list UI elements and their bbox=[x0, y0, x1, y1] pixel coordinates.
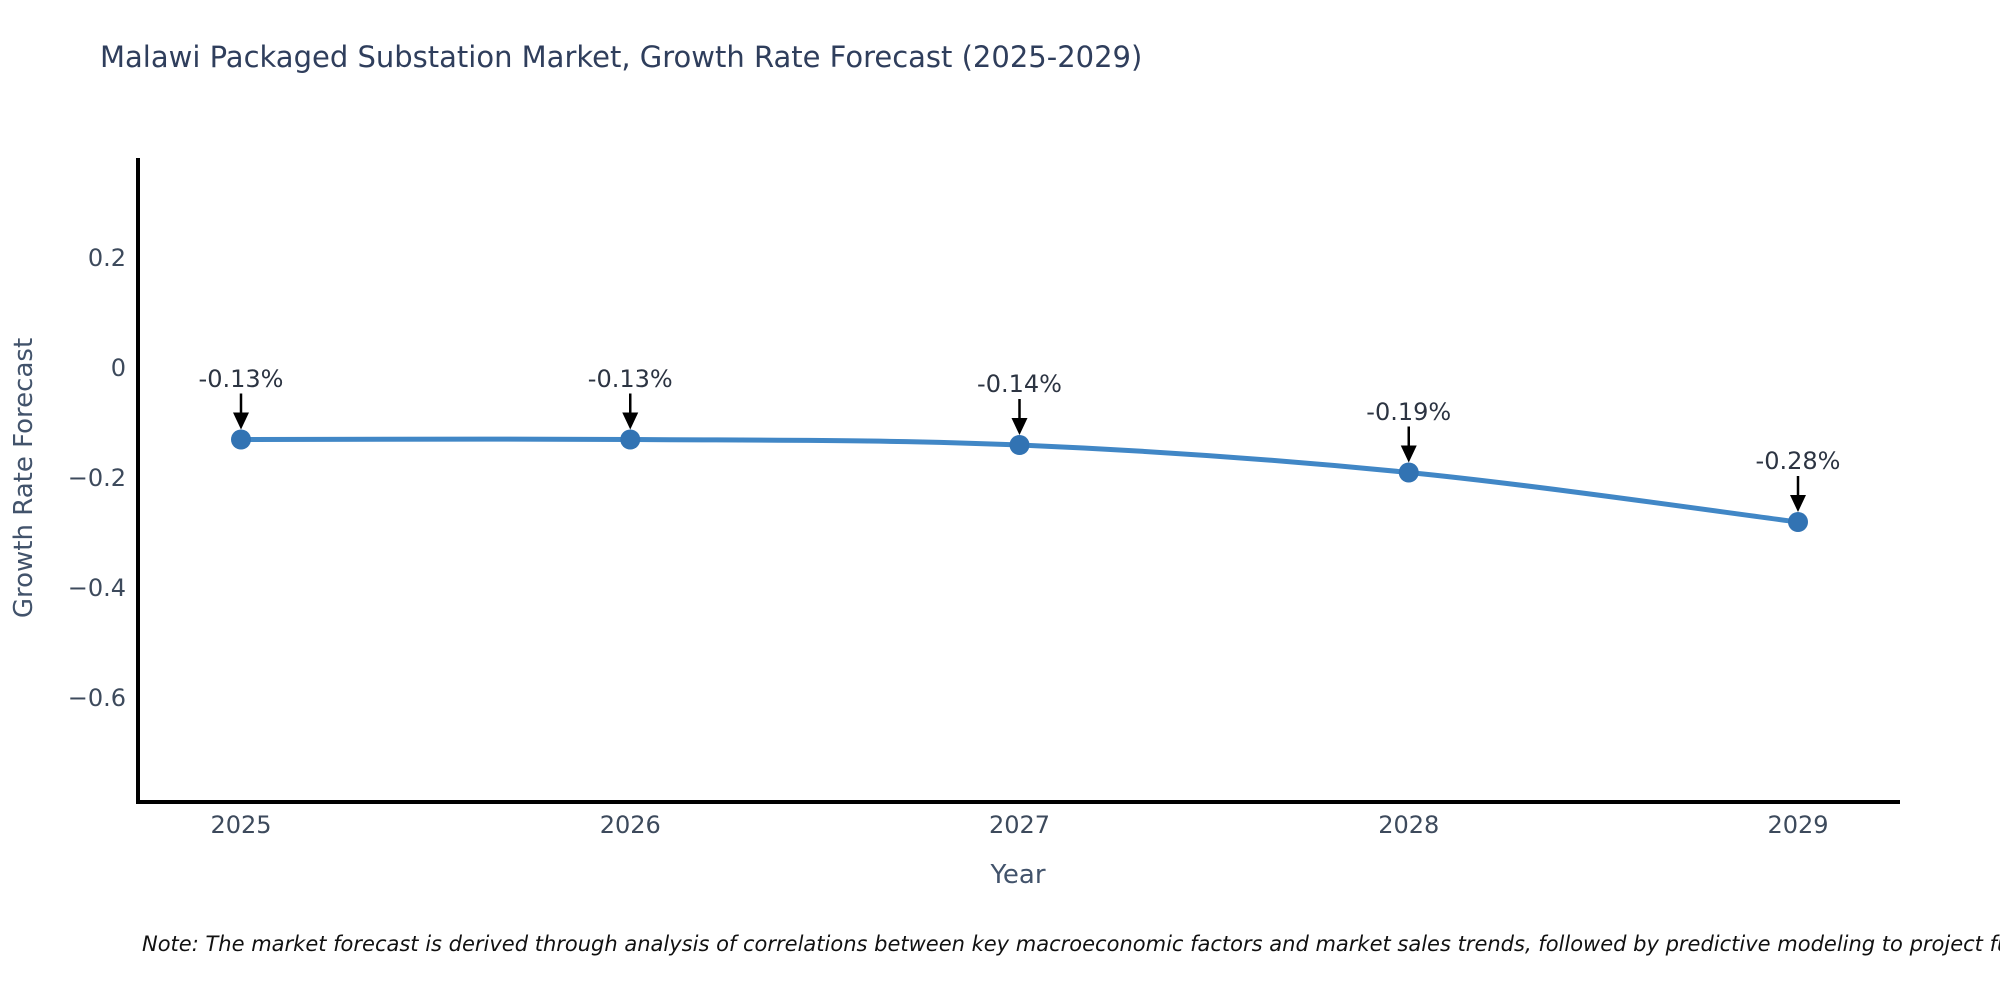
annotation-arrow-head bbox=[1790, 495, 1806, 512]
annotation-arrow-head bbox=[622, 412, 639, 430]
y-tick-label: −0.4 bbox=[67, 574, 126, 602]
y-tick-label: −0.2 bbox=[67, 464, 126, 492]
annotation-arrow-head bbox=[1011, 418, 1028, 435]
point-annotation: -0.13% bbox=[198, 364, 284, 393]
x-axis-title: Year bbox=[990, 860, 1046, 890]
y-tick-label: 0.2 bbox=[87, 244, 126, 272]
x-tick-label: 2028 bbox=[1378, 811, 1440, 839]
x-tick-label: 2029 bbox=[1767, 811, 1829, 839]
point-annotation: -0.14% bbox=[977, 370, 1062, 398]
y-tick-label: −0.6 bbox=[67, 684, 126, 712]
point-annotation: -0.28% bbox=[1755, 447, 1841, 475]
chart-title: Malawi Packaged Substation Market, Growt… bbox=[100, 40, 1143, 74]
point-annotation: -0.13% bbox=[587, 364, 673, 393]
x-tick-label: 2027 bbox=[988, 811, 1051, 839]
annotation-arrow-head bbox=[1400, 445, 1417, 463]
data-point-marker bbox=[231, 429, 251, 450]
footnote: Note: The market forecast is derived thr… bbox=[142, 932, 2000, 956]
annotation-arrow-head bbox=[233, 412, 249, 430]
x-tick-label: 2026 bbox=[599, 811, 661, 839]
data-point-marker bbox=[1398, 462, 1419, 483]
y-tick-label: 0 bbox=[110, 354, 126, 382]
data-point-marker bbox=[1009, 435, 1030, 455]
data-point-marker bbox=[620, 429, 641, 450]
x-tick-label: 2025 bbox=[210, 811, 272, 839]
data-point-marker bbox=[1788, 512, 1808, 532]
y-axis-title: Growth Rate Forecast bbox=[9, 337, 39, 619]
point-annotation: -0.19% bbox=[1366, 397, 1452, 426]
